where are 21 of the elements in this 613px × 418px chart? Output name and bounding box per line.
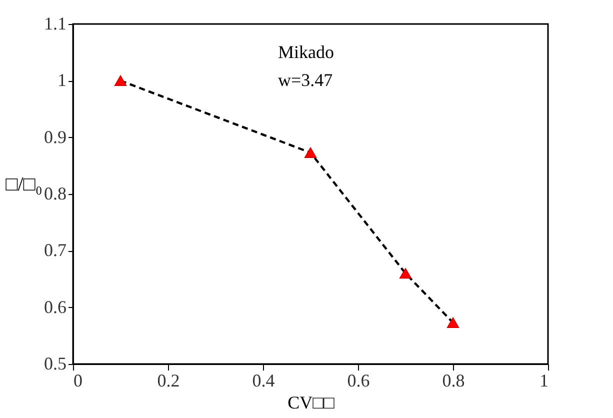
point [114,75,127,86]
y-tick-label: 1 [58,70,66,90]
x-tick-label: 0.8 [442,370,465,390]
y-axis-title: □/□₀ [6,174,42,196]
x-tick-label: 0.6 [347,370,370,390]
x-tick-label: 0.4 [252,370,275,390]
y-tick-label: 0.7 [44,240,66,260]
y-tick-label: 0.9 [44,126,66,147]
point [399,268,412,279]
x-tick-label: 1 [540,370,548,390]
y-tick-label: 0.5 [44,354,66,374]
point [304,147,317,158]
annotation: w=3.47 [278,70,333,90]
point [446,317,460,328]
y-tick-label: 1.1 [44,14,66,34]
y-tick-label: 0.6 [44,296,66,317]
annotation: Mikado [278,42,334,62]
x-tick-label: 0 [74,370,82,390]
x-axis-title: CV□□ [288,392,334,412]
x-tick-label: 0.2 [157,370,180,390]
y-tick-label: 0.8 [44,184,66,204]
